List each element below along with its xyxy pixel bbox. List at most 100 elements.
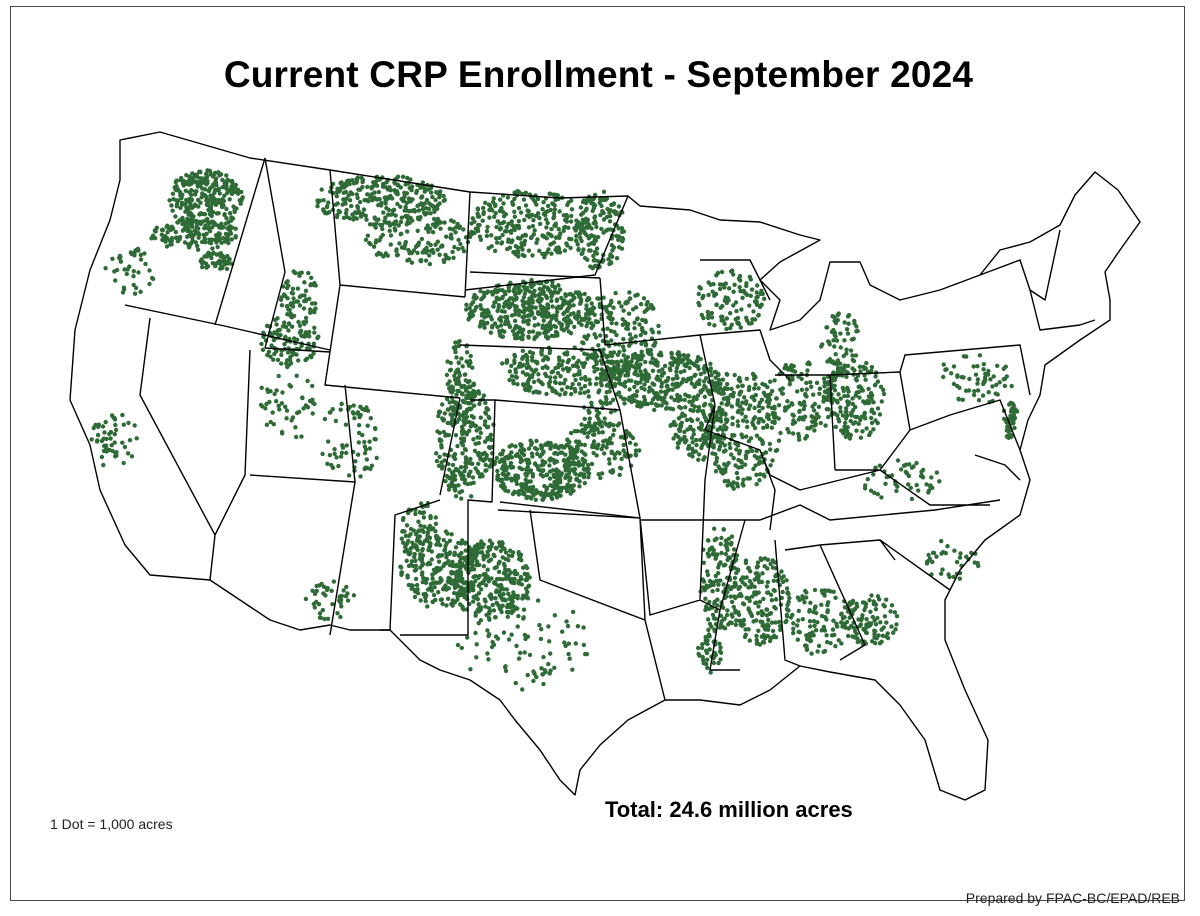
crp-dot <box>593 263 598 269</box>
crp-dot <box>229 225 235 230</box>
crp-dot <box>567 444 572 449</box>
crp-dot <box>848 411 854 416</box>
crp-dot <box>688 426 693 431</box>
crp-dot <box>512 209 517 214</box>
crp-dot <box>649 400 654 406</box>
crp-dot <box>415 203 420 209</box>
crp-dot <box>742 634 748 640</box>
crp-dot <box>494 236 499 241</box>
crp-dot <box>443 433 448 438</box>
crp-dot <box>434 458 440 464</box>
crp-dot <box>621 308 626 313</box>
crp-dot <box>842 393 847 399</box>
crp-dot <box>881 387 886 393</box>
crp-dot <box>687 365 692 371</box>
crp-dot <box>494 588 499 593</box>
crp-dot <box>518 575 524 581</box>
crp-dot <box>566 329 571 334</box>
crp-dot <box>667 366 672 371</box>
crp-dot <box>674 373 679 378</box>
crp-dot <box>519 442 524 448</box>
crp-dot <box>784 614 790 619</box>
crp-dot <box>420 510 425 516</box>
crp-dot <box>476 575 481 581</box>
crp-dot <box>206 225 211 230</box>
crp-dot <box>592 249 598 255</box>
crp-dot <box>567 236 572 241</box>
crp-dot <box>565 488 570 493</box>
crp-dot <box>832 388 838 393</box>
crp-dot <box>214 240 219 245</box>
crp-dot <box>752 405 757 411</box>
crp-dot <box>778 627 783 632</box>
crp-dot <box>454 591 460 596</box>
crp-dot <box>661 370 667 376</box>
crp-dot <box>492 214 497 219</box>
crp-dot <box>592 312 597 317</box>
crp-dot <box>543 334 549 339</box>
crp-dot <box>777 623 783 629</box>
crp-dot <box>768 379 773 384</box>
crp-dot <box>510 223 515 228</box>
crp-dot <box>207 211 213 217</box>
crp-dot <box>198 200 203 205</box>
crp-dot <box>468 547 473 552</box>
crp-dot <box>181 183 186 188</box>
crp-dot <box>817 391 822 396</box>
crp-dot <box>553 192 559 198</box>
crp-dot <box>648 360 653 365</box>
crp-dot <box>592 215 597 220</box>
crp-dot <box>225 190 230 196</box>
crp-dot <box>521 310 527 315</box>
crp-dot <box>457 413 463 418</box>
crp-dot <box>526 321 531 327</box>
crp-dot <box>740 623 745 628</box>
crp-dot <box>185 225 190 230</box>
crp-dot <box>627 387 632 392</box>
crp-dot <box>748 436 754 441</box>
crp-dot <box>718 645 723 650</box>
crp-dot <box>708 368 713 374</box>
crp-dot <box>719 412 724 417</box>
crp-dot <box>499 309 505 314</box>
crp-dot <box>427 544 433 549</box>
crp-dot <box>583 216 589 221</box>
crp-dot <box>437 201 442 206</box>
crp-dot <box>335 201 340 206</box>
crp-dot <box>711 384 717 389</box>
crp-dot <box>400 528 406 534</box>
crp-dot <box>572 429 578 434</box>
crp-dot <box>738 325 743 330</box>
crp-dot <box>453 545 459 550</box>
crp-dot <box>669 395 674 400</box>
crp-dot <box>688 417 693 422</box>
crp-dot <box>741 483 746 488</box>
crp-dot <box>618 394 623 399</box>
crp-dot <box>700 410 706 415</box>
crp-dot <box>844 327 850 332</box>
crp-dot <box>224 173 229 178</box>
crp-dot <box>835 413 840 418</box>
crp-dot <box>586 475 591 480</box>
crp-dot <box>360 184 365 190</box>
crp-dot <box>355 205 360 210</box>
crp-dot <box>731 604 736 610</box>
crp-dot <box>426 547 431 552</box>
crp-dot <box>437 195 442 200</box>
crp-dot <box>441 587 446 592</box>
crp-dot <box>601 189 607 194</box>
crp-dot <box>509 374 515 379</box>
crp-dot <box>686 443 692 449</box>
crp-dot <box>224 180 229 186</box>
crp-dot <box>499 586 505 591</box>
crp-dot <box>864 426 869 431</box>
crp-dot <box>826 382 831 387</box>
crp-dot <box>729 404 735 409</box>
crp-dot <box>516 550 521 555</box>
crp-dot <box>707 634 712 639</box>
crp-dot <box>776 416 781 421</box>
crp-dot <box>394 248 399 254</box>
crp-dot <box>546 287 552 292</box>
crp-dot <box>513 374 519 380</box>
crp-dot <box>545 365 550 371</box>
